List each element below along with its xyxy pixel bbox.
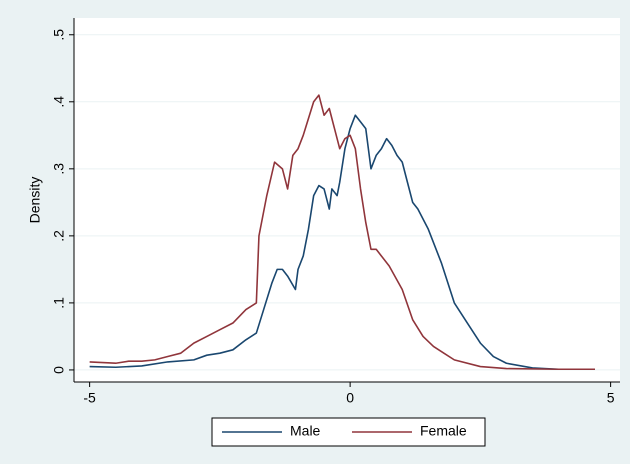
y-tick-label: .2: [51, 230, 67, 242]
line-series: [89, 94, 595, 371]
x-tick-label: 5: [607, 390, 615, 406]
line-series: [89, 114, 595, 371]
y-tick-label: 0: [51, 366, 67, 374]
y-tick-label: .5: [51, 29, 67, 41]
x-tick-label: -5: [83, 390, 96, 406]
legend-label: Female: [420, 423, 467, 439]
y-axis-label: Density: [27, 177, 43, 224]
y-tick-label: .3: [51, 163, 67, 175]
x-tick-label: 0: [346, 390, 354, 406]
plot-area: [74, 18, 620, 382]
y-tick-label: .4: [51, 96, 67, 108]
legend-label: Male: [290, 423, 321, 439]
y-tick-label: .1: [51, 297, 67, 309]
